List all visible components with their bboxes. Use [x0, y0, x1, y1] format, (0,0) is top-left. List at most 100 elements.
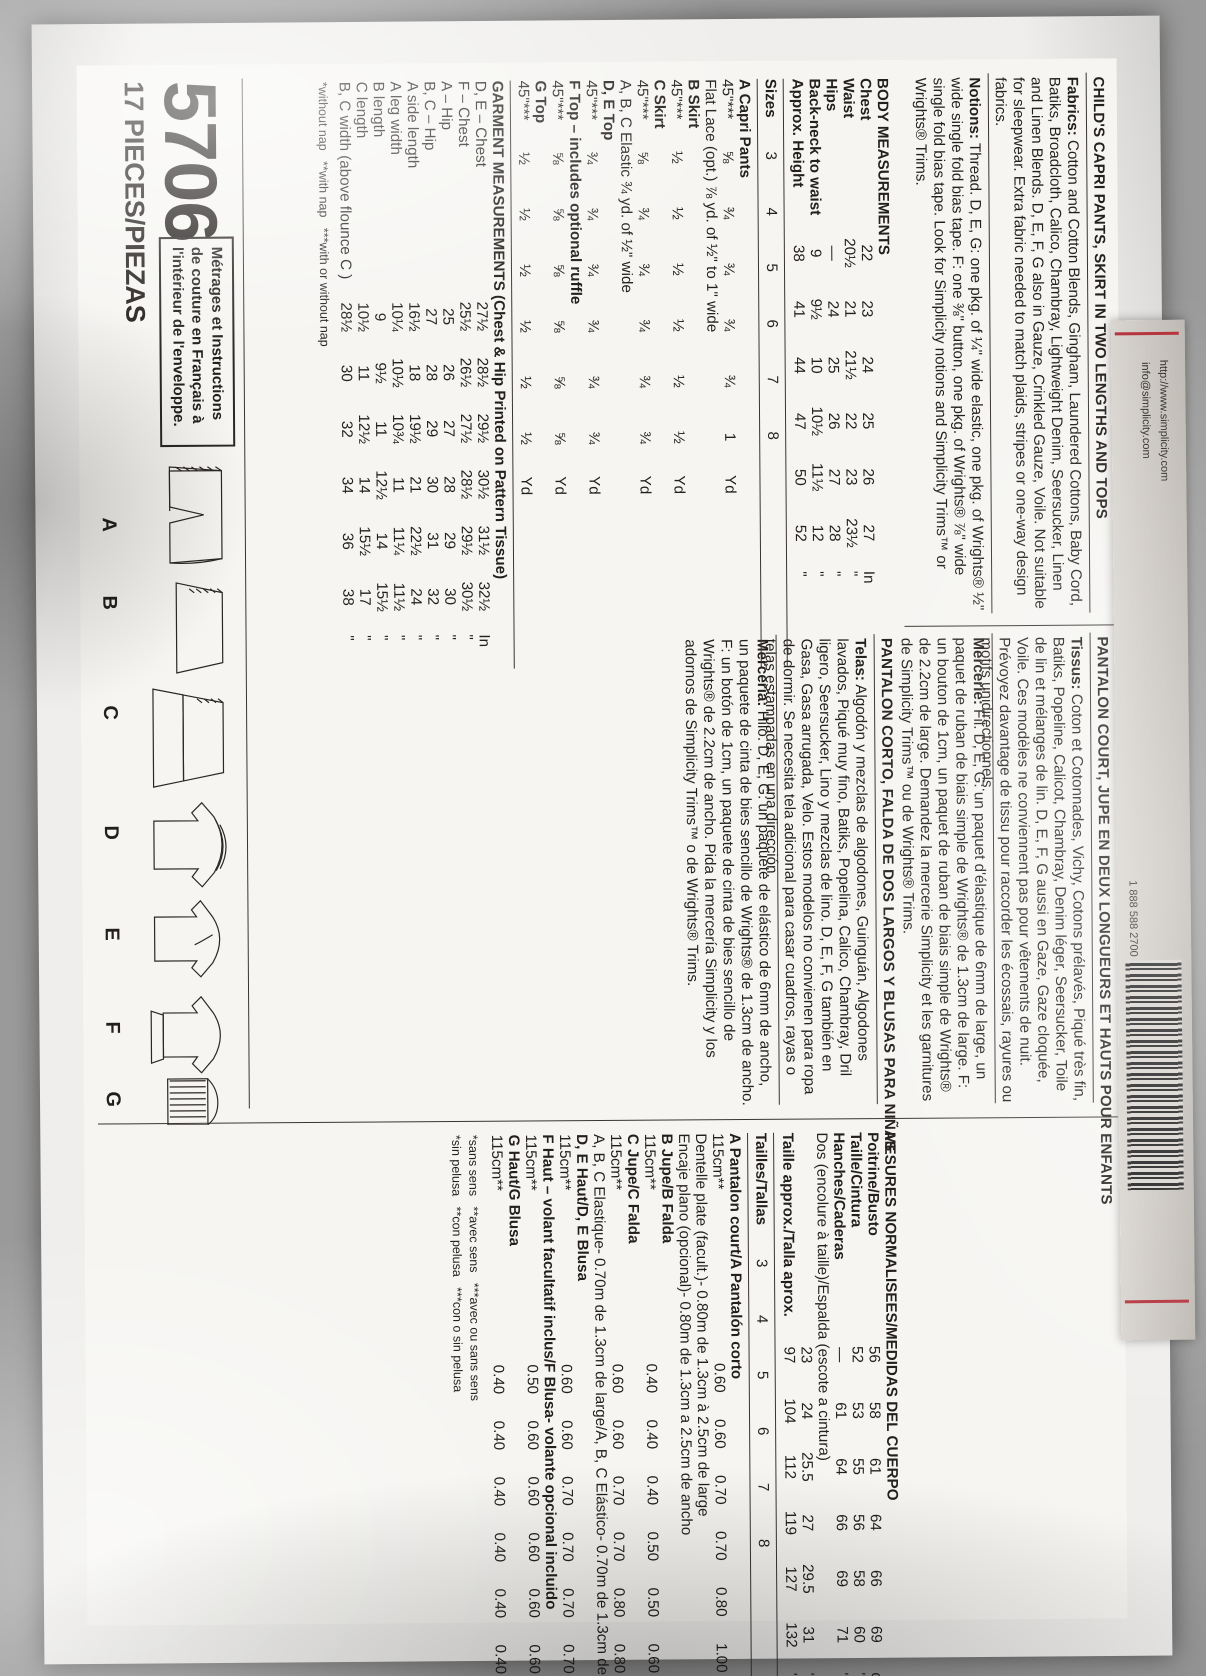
cell-value: 9 [806, 248, 824, 258]
cell-value: 3 [762, 151, 780, 160]
cell-value: 56 [865, 1345, 883, 1363]
cell-unit: Yd [636, 475, 654, 495]
table-row: C Skirt [651, 80, 671, 510]
cell-unit: " [407, 634, 425, 641]
row-label: 45"*** [582, 79, 600, 121]
cell-value: 27½ [457, 413, 475, 444]
envelope-edge-strip: http://www.simplicity.com info@simplicit… [1110, 319, 1196, 1341]
row-label: F – Chest [454, 80, 473, 147]
cell-value: 0.60 [710, 1363, 728, 1393]
cell-unit: " [441, 634, 459, 641]
cell-value: 0.60 [525, 1644, 543, 1675]
cell-value: 26 [859, 468, 877, 486]
cell-value: 0.70 [558, 1532, 577, 1562]
cell-value: 32½ [475, 581, 493, 612]
english-notions: Notions: Thread. D, E, G: one pkg. of ¼"… [911, 77, 987, 617]
cell-unit: In [860, 570, 878, 584]
cell-value: 44 [790, 356, 808, 374]
cell-value: 8 [764, 431, 782, 440]
row-label: A leg width [386, 81, 405, 155]
cell-value: 27 [825, 468, 843, 486]
cell-value: 36 [338, 532, 356, 550]
cell-value: ¾ [720, 318, 738, 332]
cell-value: 0.40 [643, 1419, 661, 1450]
cell-value: 3 [752, 1258, 770, 1268]
cell-value: 10½ [388, 358, 406, 388]
row-label: Hips [822, 78, 840, 112]
cell-value: 22½ [406, 525, 424, 556]
cell-value: 69 [867, 1625, 885, 1643]
cell-value: ½ [670, 431, 688, 444]
cell-value: 0.60 [525, 1588, 543, 1619]
cell-value: ¾ [584, 375, 602, 389]
cell-value: ⅝ [549, 151, 567, 165]
cell-value: 0.70 [609, 1475, 627, 1506]
cell-value: 17 [356, 588, 374, 606]
cell-value: 21 [841, 300, 859, 318]
cell-value: 0.60 [711, 1419, 729, 1449]
cell-value: ¾ [635, 319, 653, 333]
cell-value: 26 [825, 412, 843, 430]
cell-value: 47 [791, 412, 809, 430]
cell-value: ½ [669, 375, 687, 388]
cell-unit: " [373, 635, 391, 641]
table-row: A, B, C Elastic ¾ yd. of ½" wide [617, 80, 637, 510]
cell-value: ½ [515, 264, 534, 277]
imperial-garment: GARMENT MEASUREMENTS (Chest & Hip Printe… [336, 81, 510, 670]
cell-value: 4 [762, 207, 780, 216]
cell-value: 64 [866, 1513, 884, 1531]
imperial-yardage: A Capri Pants 45"*** ⅝ ¾ ¾ ¾ ¾ 1 Yd Flat Lace (op… [515, 79, 756, 511]
cell-value: 52 [791, 524, 809, 542]
cell-value: 9½ [807, 298, 825, 320]
cell-value: 20½ [840, 238, 858, 268]
pieces-count: 17 PIECES/PIEZAS [118, 81, 151, 323]
cell-value: 29 [440, 532, 458, 550]
cell-value: 24 [407, 588, 425, 606]
row-label: 115cm** [607, 1133, 625, 1191]
cell-unit: " [850, 1672, 868, 1676]
cell-value: — [823, 245, 841, 261]
cell-value: 11 [372, 421, 390, 438]
row-label: Waist [839, 78, 857, 119]
cell-value: ⅝ [549, 263, 568, 277]
table-row: 45"*** ⅝ ¾ ¾ ¾ ¾ ¾ Yd [634, 80, 654, 510]
pattern-number: 5706 [148, 80, 233, 242]
french-fabrics-label: Tissus: [1067, 636, 1085, 690]
cell-value: 29 [423, 420, 441, 438]
cell-value: 53 [848, 1401, 867, 1420]
cell-value: 7 [754, 1482, 772, 1492]
cell-value: 26 [439, 364, 457, 382]
cell-value: ¾ [634, 263, 653, 277]
figure-label-d: D [99, 825, 122, 840]
cell-value: 60 [850, 1625, 868, 1644]
cell-value: 29.5 [799, 1564, 817, 1594]
cell-value: 38 [339, 588, 357, 606]
row-label: Sizes [761, 78, 779, 118]
cell-unit: " [339, 635, 357, 641]
cell-value: ¾ [583, 207, 601, 221]
cell-value: 119 [781, 1510, 799, 1536]
cell-value: 12½ [372, 470, 390, 500]
cell-value: 21½ [841, 350, 859, 380]
imperial-sizes: Sizes 3 4 5 6 7 8 [762, 79, 782, 508]
cell-value: 11 [354, 365, 372, 382]
english-fabrics-text: Cotton and Cotton Blends, Gingham, Laund… [991, 76, 1085, 609]
cell-value: ⅝ [550, 319, 568, 333]
edge-info-email: info@simplicity.com [1139, 361, 1153, 459]
cell-value: 18 [405, 364, 423, 382]
row-label: Hanches/Caderas [830, 1132, 848, 1260]
cell-value: ⅝ [634, 151, 652, 165]
cell-value: 127 [782, 1566, 800, 1592]
cell-value: 0.70 [559, 1644, 577, 1674]
cell-value: 27½ [473, 301, 491, 332]
row-label: B, C – Hip [420, 81, 439, 151]
english-title: CHILD'S CAPRI PANTS, SKIRT IN TWO LENGTH… [1089, 76, 1110, 520]
table-row: Flat Lace (opt.) ⅞ yd. of ½" to 1" wide [702, 79, 722, 509]
row-label: 115cm** [488, 1134, 506, 1192]
cell-value: 25½ [456, 301, 474, 332]
cell-value: 11 [389, 476, 407, 493]
cell-value: 1.00 [712, 1643, 730, 1673]
cell-value: 27 [859, 524, 877, 542]
row-label: Approx. Height [788, 78, 807, 188]
cell-value: 0.40 [643, 1475, 661, 1506]
